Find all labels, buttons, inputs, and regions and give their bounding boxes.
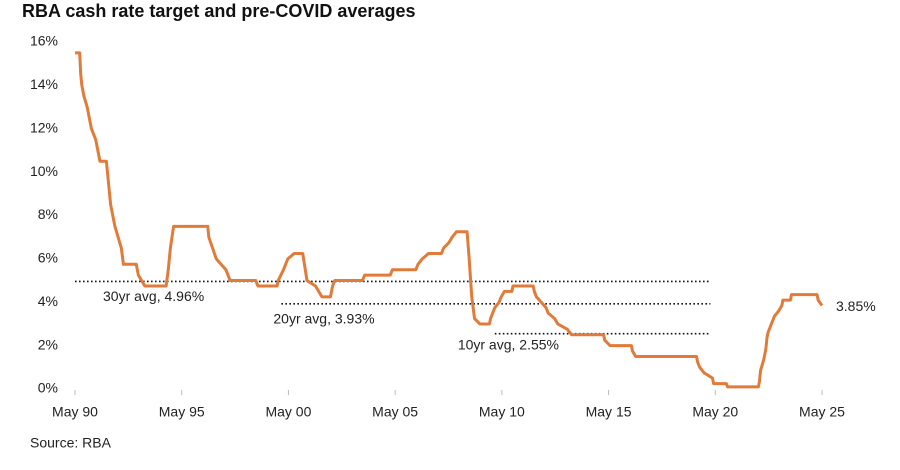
x-tick-label: May 90 (52, 404, 98, 420)
x-tick-label: May 20 (692, 404, 738, 420)
y-tick-label: 10% (30, 163, 58, 179)
average-label: 20yr avg, 3.93% (273, 310, 374, 326)
x-tick-label: May 95 (159, 404, 205, 420)
x-tick-label: May 10 (479, 404, 525, 420)
source: Source: RBA (30, 435, 112, 451)
y-tick-label: 0% (38, 380, 58, 396)
average-label: 10yr avg, 2.55% (458, 336, 559, 352)
y-tick-label: 4% (38, 293, 58, 309)
average-label: 30yr avg, 4.96% (103, 288, 204, 304)
y-tick-label: 8% (38, 206, 58, 222)
y-tick-label: 6% (38, 250, 58, 266)
chart-title: RBA cash rate target and pre-COVID avera… (22, 1, 415, 21)
x-tick-label: May 25 (799, 404, 845, 420)
y-tick-label: 16% (30, 33, 58, 49)
y-tick-label: 2% (38, 336, 58, 352)
x-tick-label: May 05 (372, 404, 418, 420)
x-tick-label: May 15 (586, 404, 632, 420)
y-tick-label: 12% (30, 119, 58, 135)
end-label: 3.85% (836, 298, 876, 314)
y-tick-label: 14% (30, 76, 58, 92)
x-tick-label: May 00 (265, 404, 311, 420)
rate-line (75, 51, 824, 389)
